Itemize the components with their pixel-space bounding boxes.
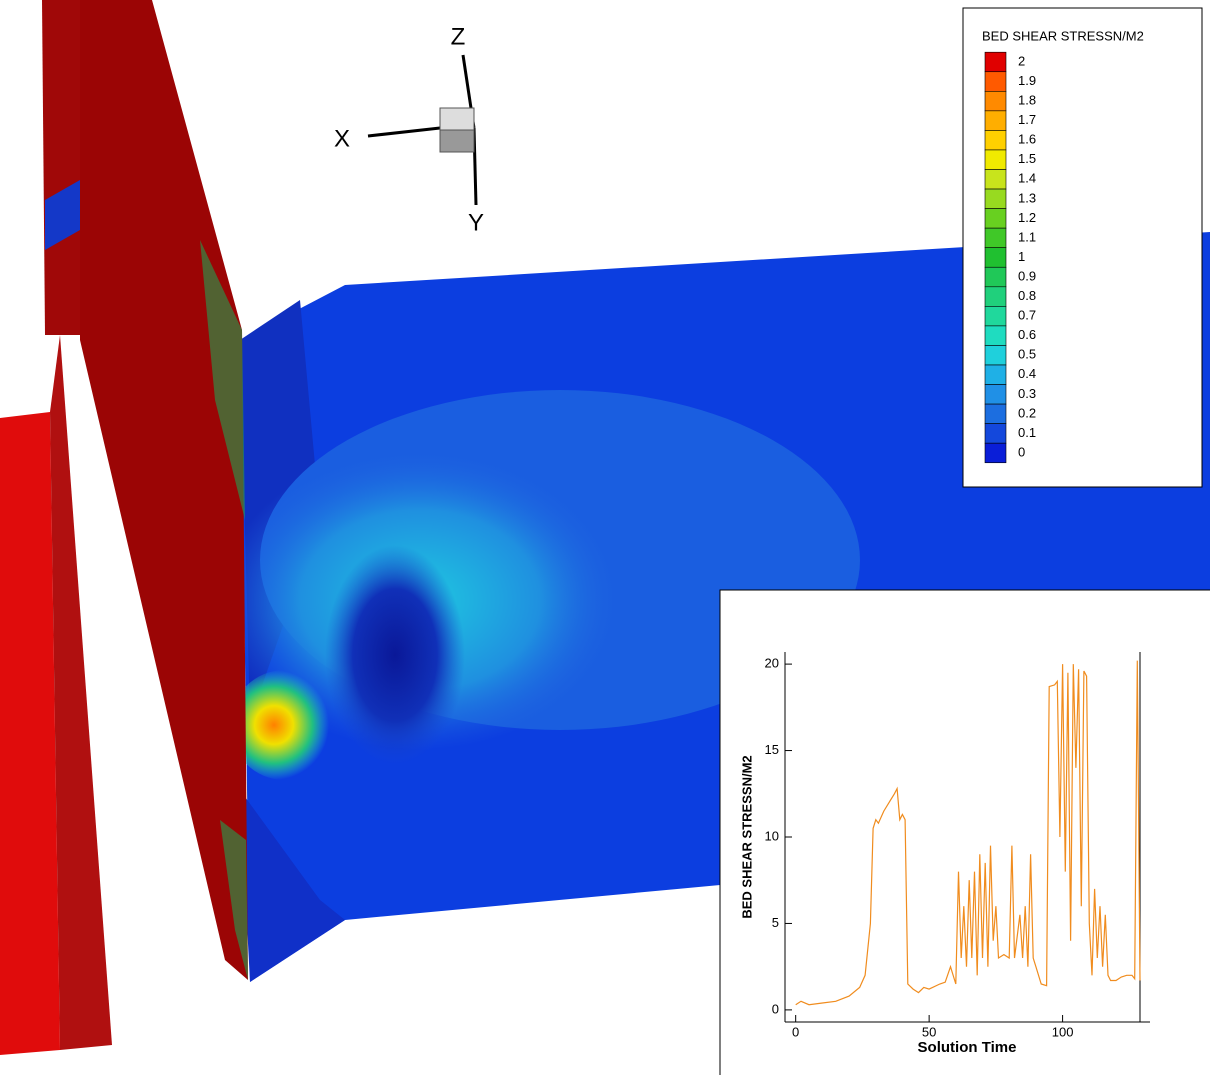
- block: [0, 412, 60, 1055]
- legend-swatch: [984, 247, 1007, 268]
- x-tick-label: 0: [792, 1024, 799, 1039]
- legend-label: 1.5: [1018, 151, 1036, 166]
- x-tick-label: 100: [1052, 1024, 1074, 1039]
- legend-swatch: [984, 306, 1007, 327]
- triad-cube: [439, 107, 475, 131]
- legend-label: 1: [1018, 249, 1025, 264]
- triad-label: Y: [468, 209, 484, 236]
- legend-label: 0.1: [1018, 425, 1036, 440]
- legend-label: 0: [1018, 444, 1025, 459]
- legend-swatch: [984, 364, 1007, 385]
- legend-swatch: [984, 403, 1007, 424]
- legend-label: 1.2: [1018, 210, 1036, 225]
- legend-label: 1.8: [1018, 93, 1036, 108]
- legend-swatch: [984, 110, 1007, 131]
- legend-label: 2: [1018, 53, 1025, 68]
- shear-region: [325, 545, 465, 765]
- legend-swatch: [984, 227, 1007, 248]
- legend-label: 1.3: [1018, 190, 1036, 205]
- legend-swatch: [984, 169, 1007, 190]
- wall-face: [240, 790, 345, 982]
- legend-swatch: [984, 384, 1007, 405]
- plate: [80, 0, 248, 980]
- triad-axis: [367, 126, 441, 138]
- legend-swatch: [984, 71, 1007, 92]
- legend-label: 1.6: [1018, 132, 1036, 147]
- legend-swatch: [984, 286, 1007, 307]
- legend-swatch: [984, 423, 1007, 444]
- triad-label: Z: [451, 23, 466, 50]
- legend-label: 1.4: [1018, 171, 1036, 186]
- legend-label: 0.3: [1018, 386, 1036, 401]
- legend-label: 0.9: [1018, 268, 1036, 283]
- pillar: [42, 0, 82, 335]
- y-axis-label: BED SHEAR STRESSN/M2: [739, 755, 754, 918]
- legend-swatch: [984, 149, 1007, 170]
- x-axis-label: Solution Time: [918, 1039, 1017, 1056]
- legend-swatch: [984, 325, 1007, 346]
- data-line: [795, 660, 1141, 1006]
- x-tick-label: 50: [922, 1024, 936, 1039]
- y-tick-label: 10: [765, 828, 779, 843]
- legend-label: 0.2: [1018, 405, 1036, 420]
- triad-label: X: [334, 125, 350, 152]
- legend-swatch: [984, 345, 1007, 366]
- legend-swatch: [984, 130, 1007, 151]
- triad-cube: [439, 129, 475, 153]
- block: [50, 335, 112, 1050]
- legend-swatch: [984, 442, 1007, 464]
- inset-frame: [719, 589, 1210, 1075]
- legend: BED SHEAR STRESSN/M2 2 1.9 1.8 1.7 1.6 1.5 1.4…: [962, 7, 1203, 488]
- shear-hotspot: [230, 670, 340, 780]
- legend-label: 0.4: [1018, 366, 1036, 381]
- plate-edge: [200, 240, 245, 520]
- legend-swatch: [984, 51, 1007, 73]
- legend-label: 0.8: [1018, 288, 1036, 303]
- legend-label: 1.7: [1018, 112, 1036, 127]
- legend-label: 0.6: [1018, 327, 1036, 342]
- legend-title: BED SHEAR STRESSN/M2: [982, 28, 1144, 43]
- plate-edge: [220, 820, 248, 980]
- legend-label: 0.7: [1018, 308, 1036, 323]
- legend-swatch: [984, 91, 1007, 112]
- legend-label: 1.9: [1018, 73, 1036, 88]
- pillar-strip: [45, 180, 80, 250]
- legend-label: 1.1: [1018, 229, 1036, 244]
- legend-swatch: [984, 188, 1007, 209]
- legend-swatch: [984, 266, 1007, 288]
- legend-label: 0.5: [1018, 347, 1036, 362]
- y-tick-label: 5: [772, 915, 779, 930]
- y-tick-label: 0: [772, 1001, 779, 1016]
- inset-chart: Solution Time BED SHEAR STRESSN/M2 0 50 10…: [719, 589, 1210, 1075]
- y-tick-label: 20: [765, 656, 779, 671]
- legend-swatch: [984, 208, 1007, 229]
- y-tick-label: 15: [765, 742, 779, 757]
